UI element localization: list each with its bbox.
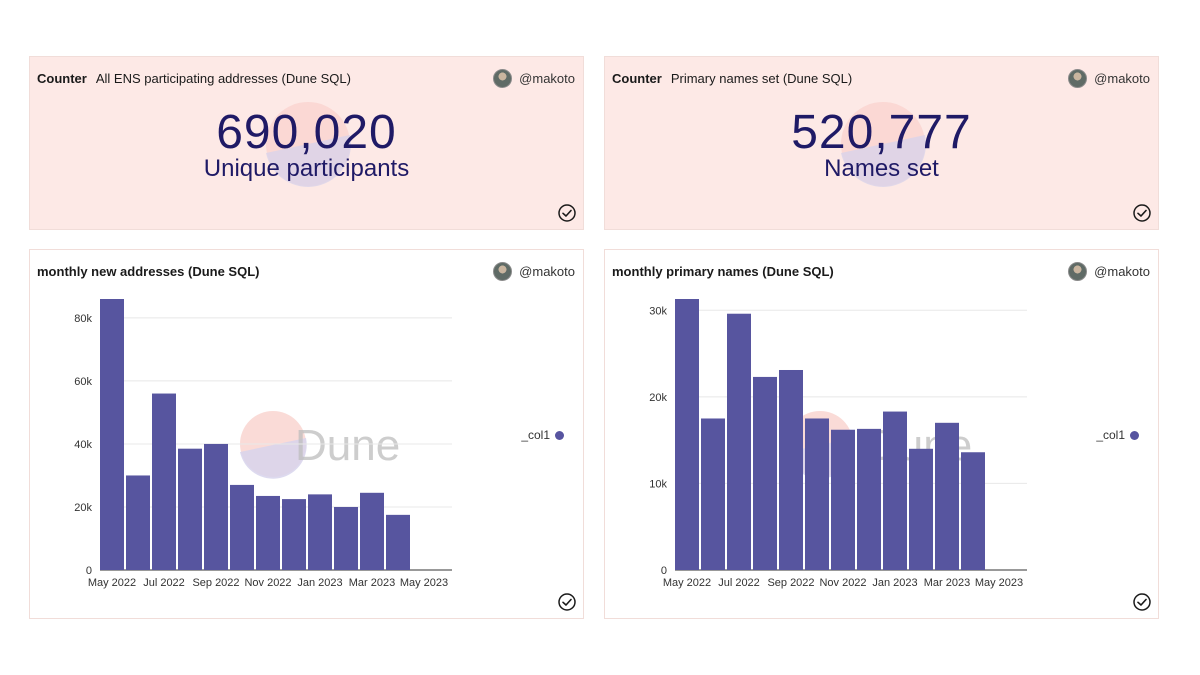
author-link[interactable]: @makoto <box>493 68 575 88</box>
counter-card-names-set: Counter Primary names set (Dune SQL) @ma… <box>604 56 1159 230</box>
bar <box>857 428 881 570</box>
counter-value: 520,777 <box>791 106 972 159</box>
chart-title-link[interactable]: monthly new addresses (Dune SQL) <box>37 263 260 279</box>
y-tick-label: 30k <box>649 305 667 317</box>
check-circle-icon[interactable] <box>1133 593 1151 611</box>
check-circle-icon[interactable] <box>558 204 576 222</box>
bar <box>152 393 176 570</box>
author-link[interactable]: @makoto <box>1068 68 1150 88</box>
y-tick-label: 60k <box>74 376 92 388</box>
x-tick-label: Mar 2023 <box>924 577 970 589</box>
chart-card-primary-names: Dune 0 10k 20k 30k May 2022 Jul 2022 Sep 2022… <box>604 249 1159 619</box>
bar <box>883 411 907 570</box>
bar <box>334 506 358 570</box>
author-name: @makoto <box>1094 263 1150 279</box>
x-tick-label: Sep 2022 <box>767 577 814 589</box>
bar <box>256 495 280 570</box>
legend-label: _col1 <box>521 428 550 442</box>
card-header: monthly new addresses (Dune SQL) @makoto <box>37 260 575 282</box>
avatar <box>493 68 513 88</box>
x-tick-label: May 2023 <box>975 577 1023 589</box>
bar <box>204 443 228 570</box>
x-tick-label: May 2022 <box>88 577 136 589</box>
visualization-type-label: Counter <box>37 70 87 86</box>
dune-watermark: Dune <box>240 411 400 479</box>
query-title-link[interactable]: All ENS participating addresses (Dune SQ… <box>95 70 351 86</box>
y-tick-label: 20k <box>74 502 92 514</box>
avatar <box>493 261 513 281</box>
visualization-type-label: Counter <box>612 70 662 86</box>
author-name: @makoto <box>519 263 575 279</box>
counter-card-participants: Counter All ENS participating addresses … <box>29 56 584 230</box>
y-tick-label: 0 <box>661 565 667 577</box>
bar <box>675 299 699 570</box>
bar <box>753 376 777 570</box>
bar <box>386 514 410 570</box>
author-name: @makoto <box>519 70 575 86</box>
bar <box>831 429 855 570</box>
legend-dot-icon <box>555 430 564 440</box>
y-tick-label: 10k <box>649 478 667 490</box>
chart-title-link[interactable]: monthly primary names (Dune SQL) <box>612 263 834 279</box>
dune-watermark-icon <box>266 102 351 187</box>
check-circle-icon[interactable] <box>558 593 576 611</box>
x-tick-label: Sep 2022 <box>192 577 239 589</box>
x-tick-label: Mar 2023 <box>349 577 395 589</box>
bar <box>779 369 803 570</box>
x-tick-label: Jul 2022 <box>143 577 185 589</box>
x-tick-label: Nov 2022 <box>244 577 291 589</box>
x-tick-label: May 2022 <box>663 577 711 589</box>
y-tick-label: 40k <box>74 439 92 451</box>
x-tick-label: Jan 2023 <box>872 577 917 589</box>
dune-watermark-icon <box>841 102 926 187</box>
bar <box>126 475 150 570</box>
counter-value: 690,020 <box>216 106 397 159</box>
card-header: Counter All ENS participating addresses … <box>37 67 575 89</box>
legend-item-col1[interactable]: _col1 <box>521 428 564 442</box>
x-tick-label: Jul 2022 <box>718 577 760 589</box>
chart-card-new-addresses: Dune 0 20k 40k 60k 80k May 2022 Jul 2022 Sep 2… <box>29 249 584 619</box>
author-name: @makoto <box>1094 70 1150 86</box>
bar <box>935 422 959 570</box>
avatar <box>1068 261 1088 281</box>
legend-dot-icon <box>1130 430 1139 440</box>
bar <box>230 484 254 570</box>
bar <box>360 492 384 570</box>
card-header: Counter Primary names set (Dune SQL) @ma… <box>612 67 1150 89</box>
bar <box>727 313 751 570</box>
bar <box>701 418 725 570</box>
y-tick-label: 0 <box>86 565 92 577</box>
watermark-text: Dune <box>295 421 400 470</box>
counter-label: Names set <box>824 155 939 182</box>
check-circle-icon[interactable] <box>1133 204 1151 222</box>
x-tick-label: Jan 2023 <box>297 577 342 589</box>
author-link[interactable]: @makoto <box>493 261 575 281</box>
bar <box>178 448 202 570</box>
query-title-link[interactable]: Primary names set (Dune SQL) <box>670 70 853 86</box>
legend-item-col1[interactable]: _col1 <box>1096 428 1139 442</box>
bar <box>100 299 124 570</box>
bar <box>282 499 306 570</box>
legend-label: _col1 <box>1096 428 1125 442</box>
y-tick-label: 80k <box>74 313 92 325</box>
card-header: monthly primary names (Dune SQL) @makoto <box>612 260 1150 282</box>
bar <box>805 418 829 570</box>
bar <box>308 494 332 570</box>
bar-chart-new-addresses: Dune 0 20k 40k 60k 80k May 2022 Jul 2022 Sep 2… <box>74 299 452 589</box>
bar <box>909 448 933 570</box>
bar <box>961 452 985 570</box>
author-link[interactable]: @makoto <box>1068 261 1150 281</box>
avatar <box>1068 68 1088 88</box>
y-tick-label: 20k <box>649 392 667 404</box>
counter-label: Unique participants <box>203 155 410 182</box>
x-tick-label: Nov 2022 <box>819 577 866 589</box>
x-tick-label: May 2023 <box>400 577 448 589</box>
